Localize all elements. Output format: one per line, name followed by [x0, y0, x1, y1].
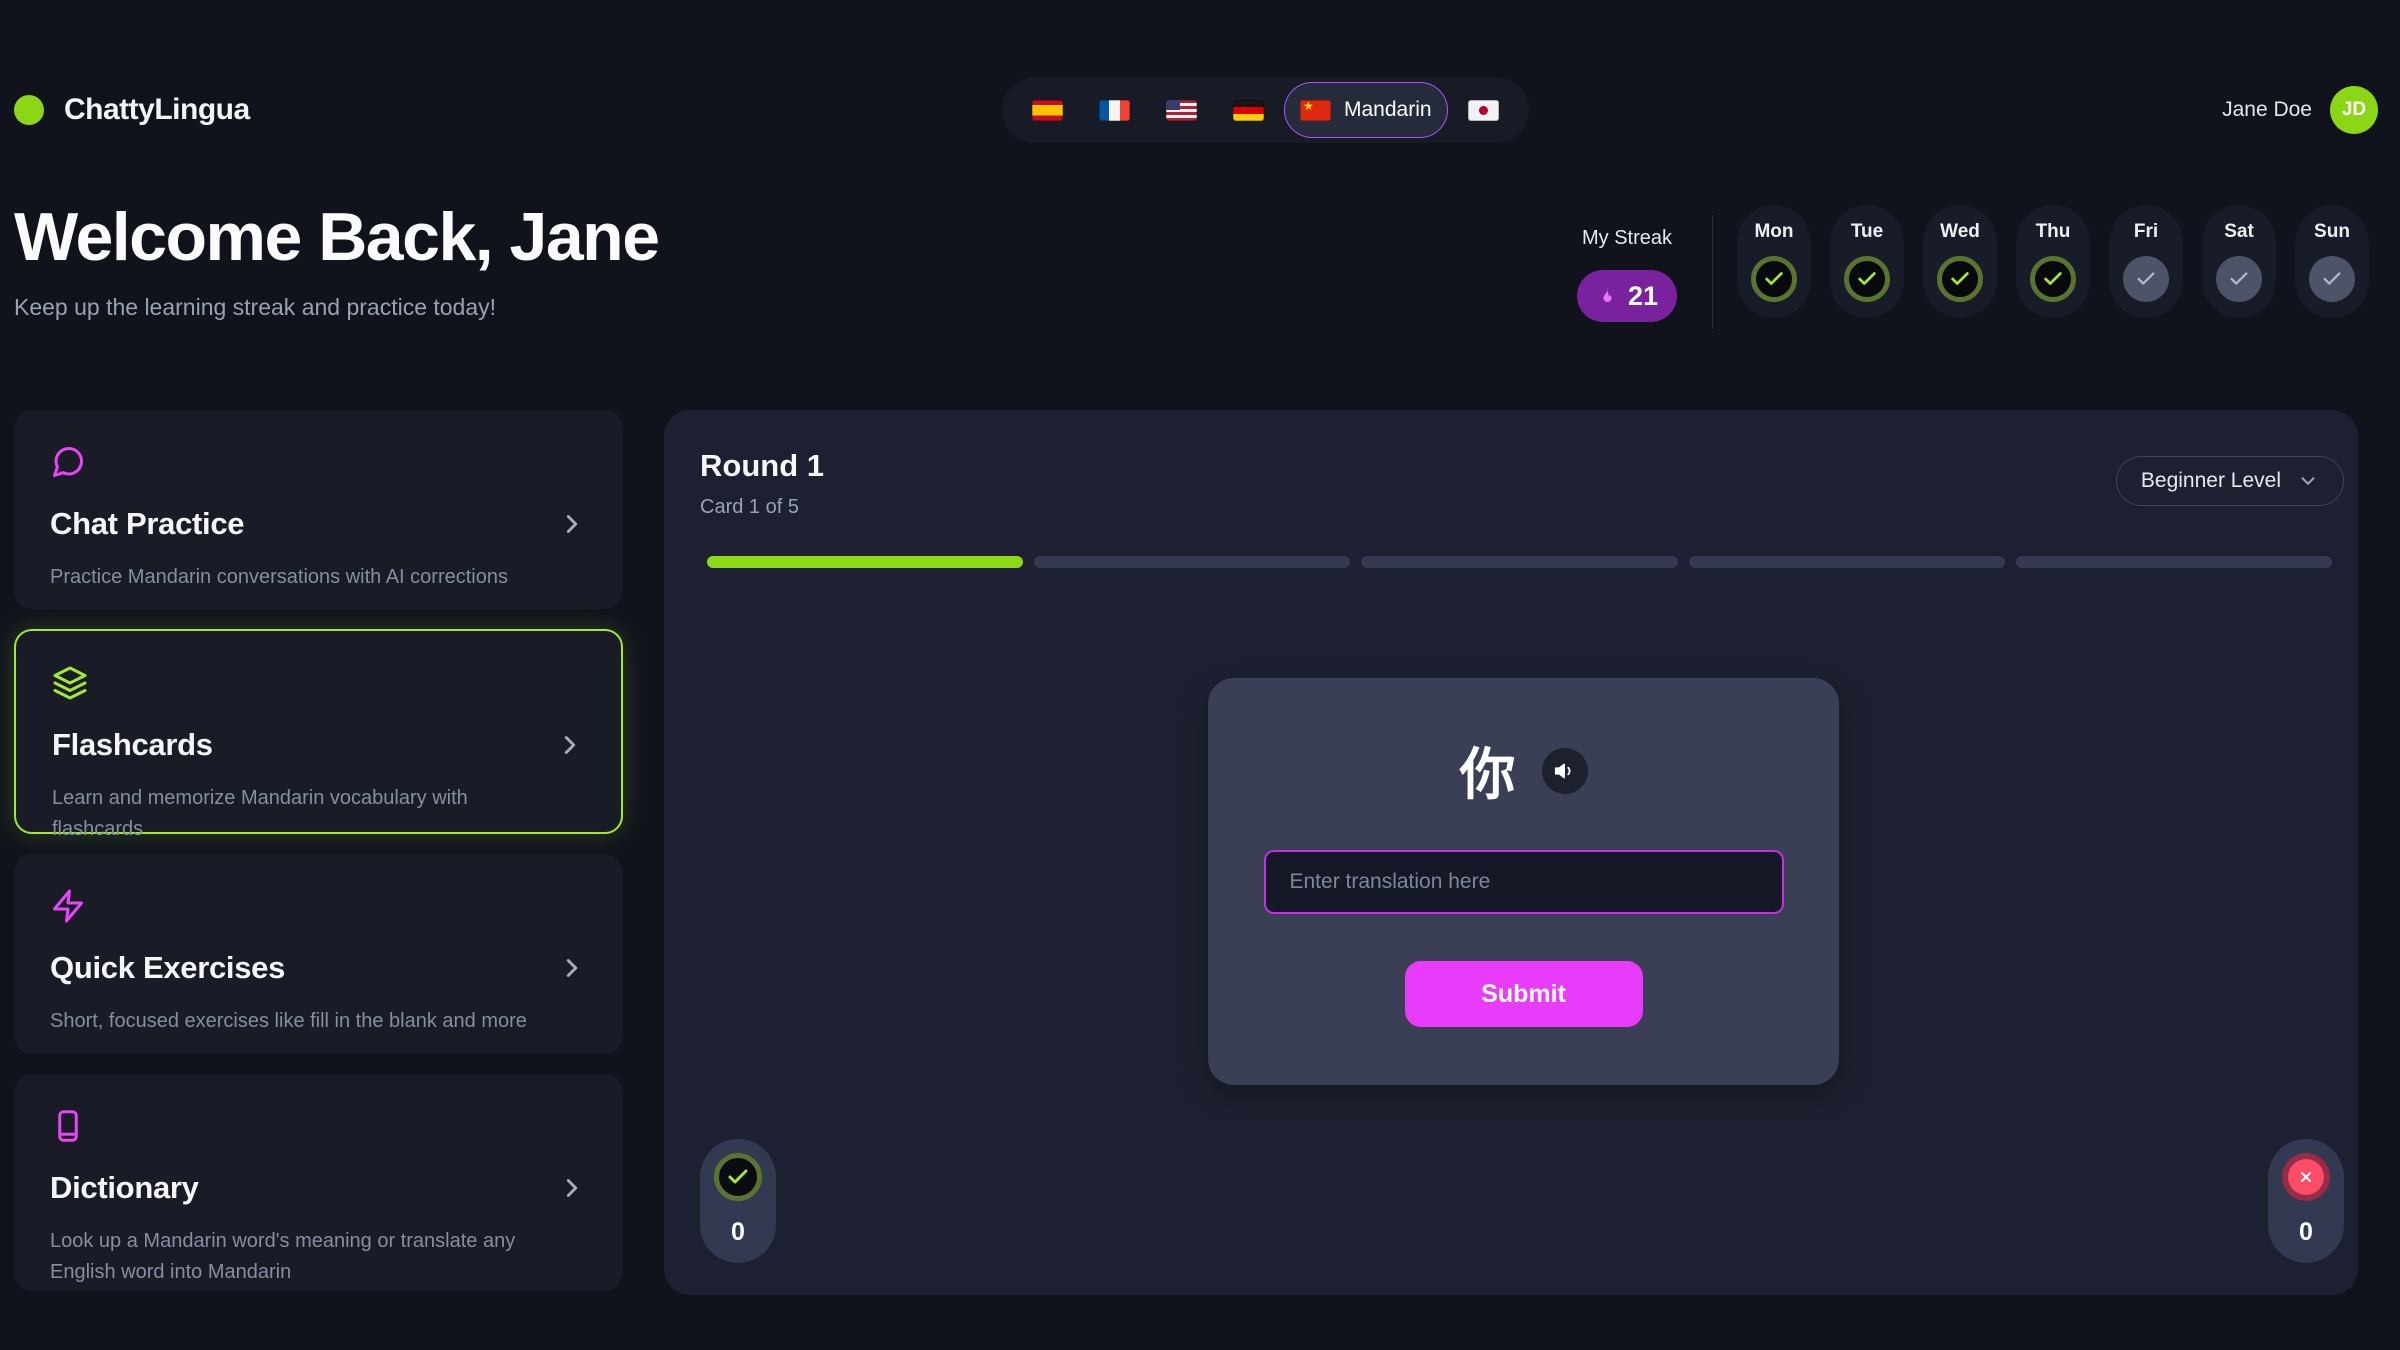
check-icon: [2123, 256, 2169, 302]
usa-flag-icon: [1166, 99, 1197, 121]
language-japanese-button[interactable]: [1452, 82, 1515, 138]
chevron-right-icon: [566, 1179, 578, 1197]
incorrect-counter: 0: [2268, 1139, 2344, 1263]
page-title: Welcome Back, Jane: [14, 199, 660, 275]
level-selector-dropdown[interactable]: Beginner Level: [2115, 456, 2344, 506]
check-icon: [1751, 256, 1797, 302]
sidebar-item-subtitle: Learn and memorize Mandarin vocabulary w…: [52, 787, 468, 840]
language-french-button[interactable]: [1083, 82, 1146, 138]
welcome-section: Welcome Back, Jane Keep up the learning …: [14, 198, 660, 321]
speaker-button[interactable]: [1541, 747, 1588, 794]
progress-segment: [2015, 556, 2333, 568]
streak-summary: My Streak 21: [1568, 205, 1686, 322]
day-pill-tue: Tue: [1830, 205, 1904, 318]
sidebar-item-subtitle: Practice Mandarin conversations with AI …: [50, 566, 508, 588]
check-icon: [2309, 256, 2355, 302]
sidebar-item-title: Quick Exercises: [50, 950, 286, 985]
chat-bubble-icon: [53, 446, 84, 477]
chevron-right-icon: [566, 515, 578, 533]
x-icon: [2288, 1159, 2324, 1195]
progress-segment: [1034, 556, 1351, 568]
china-flag-icon: [1300, 99, 1331, 121]
round-title: Round 1: [700, 448, 824, 483]
day-pill-wed: Wed: [1923, 205, 1997, 318]
progress-segment: [1688, 556, 2005, 568]
france-flag-icon: [1099, 99, 1130, 121]
flashcards-panel: Round 1 Card 1 of 5 Beginner Level 你 Sub…: [664, 410, 2358, 1295]
day-label: Sat: [2224, 221, 2254, 242]
progress-segment: [1361, 556, 1678, 568]
progress-segment: [707, 556, 1024, 568]
divider: [1712, 215, 1713, 329]
flashcard: 你 Submit: [1208, 678, 1839, 1085]
spain-flag-icon: [1032, 99, 1063, 121]
streak-count: 21: [1627, 280, 1659, 311]
language-mandarin-button[interactable]: Mandarin: [1284, 82, 1448, 138]
card-progress-label: Card 1 of 5: [700, 496, 799, 518]
chevron-down-icon: [2301, 477, 2315, 485]
page-subtitle: Keep up the learning streak and practice…: [14, 294, 497, 320]
app-header: ChattyLingua Mandarin Jane Doe JD: [14, 77, 2378, 143]
streak-section: My Streak 21 Mon Tue Wed: [1568, 205, 2369, 329]
submit-button[interactable]: Submit: [1404, 961, 1643, 1027]
translation-input[interactable]: [1263, 850, 1784, 914]
check-icon: [2216, 256, 2262, 302]
language-mandarin-label: Mandarin: [1344, 98, 1432, 121]
flame-icon: [1603, 286, 1612, 302]
incorrect-x-icon: [2282, 1153, 2330, 1201]
day-label: Sun: [2314, 221, 2350, 242]
language-spanish-button[interactable]: [1016, 82, 1079, 138]
level-selector-value: Beginner Level: [2140, 469, 2281, 492]
correct-counter: 0: [700, 1139, 776, 1263]
sidebar-item-chat-practice[interactable]: Chat Practice Practice Mandarin conversa…: [14, 410, 623, 609]
day-pill-sun: Sun: [2295, 205, 2369, 318]
sidebar-item-subtitle: Look up a Mandarin word's meaning or tra…: [50, 1230, 516, 1283]
avatar[interactable]: JD: [2330, 86, 2378, 134]
user-name: Jane Doe: [2222, 98, 2312, 121]
app-logo: ChattyLingua: [14, 93, 250, 127]
correct-check-icon: [714, 1153, 762, 1201]
day-label: Wed: [1940, 221, 1980, 242]
sidebar-item-title: Flashcards: [52, 727, 213, 762]
chevron-right-icon: [566, 959, 578, 977]
day-pill-thu: Thu: [2016, 205, 2090, 318]
incorrect-count: 0: [2299, 1218, 2313, 1246]
flashcard-word-row: 你: [1208, 730, 1839, 811]
correct-count: 0: [731, 1218, 745, 1246]
user-menu: Jane Doe JD: [2222, 86, 2378, 134]
germany-flag-icon: [1233, 99, 1264, 121]
round-progress-bar: [707, 556, 2333, 568]
day-label: Mon: [1754, 221, 1794, 242]
flashcard-word: 你: [1459, 743, 1516, 806]
language-selector: Mandarin: [1002, 77, 1529, 143]
layers-icon: [53, 666, 87, 700]
day-pill-mon: Mon: [1737, 205, 1811, 318]
sidebar-item-quick-exercises[interactable]: Quick Exercises Short, focused exercises…: [14, 854, 623, 1054]
lightning-icon: [53, 889, 83, 923]
weekday-strip: Mon Tue Wed Thu Fri: [1737, 205, 2369, 318]
sidebar-item-title: Chat Practice: [50, 506, 245, 541]
sidebar-item-dictionary[interactable]: Dictionary Look up a Mandarin word's mea…: [14, 1074, 623, 1291]
day-pill-sat: Sat: [2202, 205, 2276, 318]
language-english-button[interactable]: [1150, 82, 1213, 138]
logo-dot-icon: [14, 95, 44, 125]
sidebar-item-flashcards[interactable]: Flashcards Learn and memorize Mandarin v…: [14, 629, 623, 840]
app-title: ChattyLingua: [64, 93, 250, 126]
day-label: Thu: [2035, 221, 2071, 242]
day-label: Fri: [2133, 221, 2159, 242]
day-pill-fri: Fri: [2109, 205, 2183, 318]
check-icon: [1937, 256, 1983, 302]
book-icon: [58, 1110, 78, 1142]
check-icon: [2030, 256, 2076, 302]
language-german-button[interactable]: [1217, 82, 1280, 138]
streak-label: My Streak: [1581, 227, 1673, 249]
speaker-icon: [1554, 763, 1570, 778]
sidebar-item-subtitle: Short, focused exercises like fill in th…: [50, 1010, 527, 1032]
day-label: Tue: [1850, 221, 1884, 242]
sidebar-item-title: Dictionary: [50, 1170, 199, 1205]
japan-flag-icon: [1467, 99, 1499, 121]
chevron-right-icon: [564, 736, 576, 754]
check-icon: [1844, 256, 1890, 302]
streak-badge: 21: [1577, 270, 1677, 322]
